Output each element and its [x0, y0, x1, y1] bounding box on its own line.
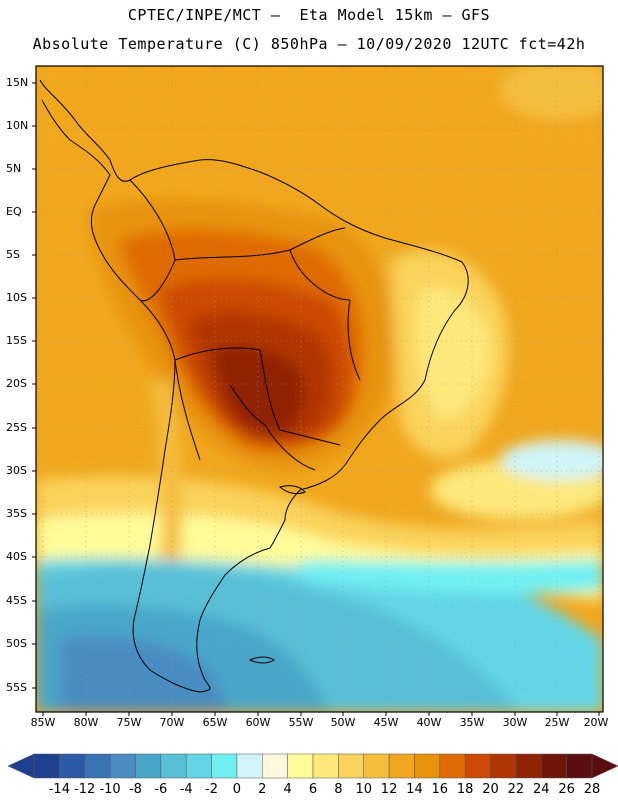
map-subtitle: Absolute Temperature (C) 850hPa – 10/09/… [32, 35, 586, 53]
colorbar-label: 14 [406, 782, 423, 797]
colorbar-swatch [160, 753, 187, 779]
colorbar-swatch [84, 753, 111, 779]
colorbar-label: -2 [205, 782, 219, 797]
lon-label: 35W [459, 716, 485, 729]
colorbar-label: -14 [48, 782, 70, 797]
lat-label: 40S [6, 550, 27, 563]
lat-label: 35S [6, 507, 27, 520]
colorbar-swatch [109, 753, 136, 779]
lat-label: 30S [6, 464, 27, 477]
colorbar-swatch [490, 753, 517, 779]
map-title: CPTEC/INPE/MCT – Eta Model 15km – GFS [127, 6, 491, 24]
lon-label: 50W [330, 716, 356, 729]
lon-label: 40W [416, 716, 442, 729]
colorbar-swatch [211, 753, 238, 779]
colorbar-label: 28 [583, 782, 601, 797]
lon-label: 55W [288, 716, 314, 729]
colorbar [7, 753, 618, 779]
colorbar-label: 16 [431, 782, 449, 797]
colorbar-swatch [414, 753, 441, 779]
lat-label: 10S [6, 291, 27, 304]
colorbar-label: 22 [507, 782, 525, 797]
lat-label: 25S [6, 421, 27, 434]
lat-label: 5N [6, 162, 22, 175]
colorbar-swatch [287, 753, 314, 779]
colorbar-max-arrow [591, 753, 618, 779]
lat-label: 50S [6, 637, 27, 650]
lon-label: 45W [373, 716, 399, 729]
lat-label: 10N [6, 119, 29, 132]
colorbar-swatch [541, 753, 567, 779]
colorbar-swatch [566, 753, 593, 779]
colorbar-label: 26 [558, 782, 575, 797]
lat-label: 55S [6, 681, 27, 694]
coastline [39, 79, 469, 693]
lat-label: EQ [6, 205, 22, 218]
colorbar-label: 12 [380, 782, 398, 797]
colorbar-swatch [464, 753, 491, 779]
lon-label: 60W [245, 716, 271, 729]
lon-label: 65W [202, 716, 228, 729]
colorbar-swatch [388, 753, 415, 779]
lon-label: 30W [502, 716, 528, 729]
colorbar-swatch [33, 753, 60, 779]
colorbar-swatch [59, 753, 85, 779]
colorbar-swatch [262, 753, 288, 779]
colorbar-swatch [515, 753, 542, 779]
lon-label: 85W [30, 716, 56, 729]
colorbar-label: 4 [283, 782, 292, 797]
lat-label: 20S [6, 377, 27, 390]
colorbar-swatch [338, 753, 364, 779]
colorbar-swatch [236, 753, 263, 779]
map-frame [35, 65, 604, 713]
lon-label: 25W [544, 716, 570, 729]
lat-label: 15N [6, 76, 29, 89]
lat-label: 15S [6, 334, 27, 347]
colorbar-label: -8 [128, 782, 142, 797]
lon-label: 80W [73, 716, 99, 729]
colorbar-label: 8 [334, 782, 343, 797]
colorbar-label: -6 [154, 782, 168, 797]
colorbar-label: 10 [355, 782, 372, 797]
colorbar-label: -12 [74, 782, 96, 797]
colorbar-label: -4 [179, 782, 193, 797]
colorbar-min-arrow [7, 753, 35, 779]
colorbar-swatch [439, 753, 466, 779]
colorbar-swatch [363, 753, 390, 779]
lon-label: 20W [583, 716, 609, 729]
lon-label: 75W [116, 716, 142, 729]
lat-label: 45S [6, 594, 27, 607]
colorbar-swatch [312, 753, 339, 779]
temperature-field [36, 66, 603, 712]
lat-label: 5S [6, 248, 20, 261]
colorbar-label: 6 [308, 782, 318, 797]
colorbar-swatch [135, 753, 162, 779]
lon-label: 70W [159, 716, 185, 729]
colorbar-label: 20 [482, 782, 499, 797]
colorbar-label: 18 [456, 782, 474, 797]
colorbar-label: -10 [99, 782, 121, 797]
colorbar-label: 0 [232, 782, 242, 797]
colorbar-label: 24 [532, 782, 550, 797]
colorbar-label: 2 [258, 782, 267, 797]
colorbar-swatch [185, 753, 212, 779]
